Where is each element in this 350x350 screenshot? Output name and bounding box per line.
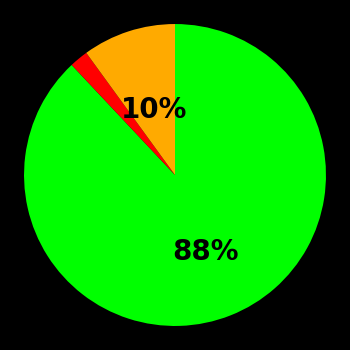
Text: 10%: 10%: [121, 96, 187, 124]
Wedge shape: [24, 24, 326, 326]
Wedge shape: [72, 53, 175, 175]
Wedge shape: [86, 24, 175, 175]
Text: 88%: 88%: [172, 238, 239, 266]
